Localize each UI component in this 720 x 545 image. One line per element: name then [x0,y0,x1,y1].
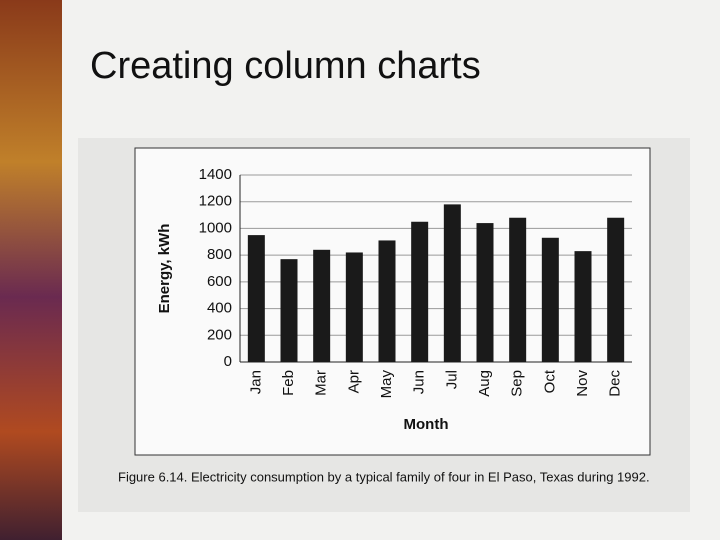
plot: 0 200 400 600 800 1000 1200 1400 Jan Feb Mar Apr May… [156,166,632,433]
y-tick-label: 0 [224,353,232,370]
y-tick-label: 1000 [199,219,232,236]
y-axis-label: Energy, kWh [156,224,173,314]
x-tick-label: Sep [509,370,526,397]
decorative-strip [0,0,62,540]
x-tick-label: Feb [280,370,297,396]
y-tick-label: 800 [207,246,232,263]
y-tick-label: 200 [207,326,232,343]
bar [378,240,396,362]
x-tick-label: Nov [574,370,591,397]
x-tick-label: Oct [541,369,558,393]
bar [476,223,494,362]
y-tick-label: 600 [207,273,232,290]
slide-title: Creating column charts [90,45,481,87]
x-tick-label: Dec [607,370,624,397]
bar [443,204,461,362]
y-tick-label: 1200 [199,193,232,210]
y-tick-label: 400 [207,300,232,317]
x-tick-label: Aug [476,370,493,397]
figure-caption: Figure 6.14. Electricity consumption by … [118,469,650,484]
bar [345,252,363,362]
y-tick-label: 1400 [199,166,232,183]
bar [541,237,559,362]
bar [574,251,592,362]
bar [247,235,265,362]
x-tick-label: Jan [247,370,264,394]
x-axis-label: Month [404,416,449,433]
x-tick-label: Jun [411,370,428,394]
bar [280,259,298,362]
bar [607,217,625,362]
x-tick-label: Apr [345,370,362,393]
bar [509,217,527,362]
bar [313,249,331,362]
x-tick-label: May [378,370,395,399]
x-tick-label: Mar [313,370,330,396]
x-tick-label: Jul [443,370,460,389]
bar [411,221,429,362]
